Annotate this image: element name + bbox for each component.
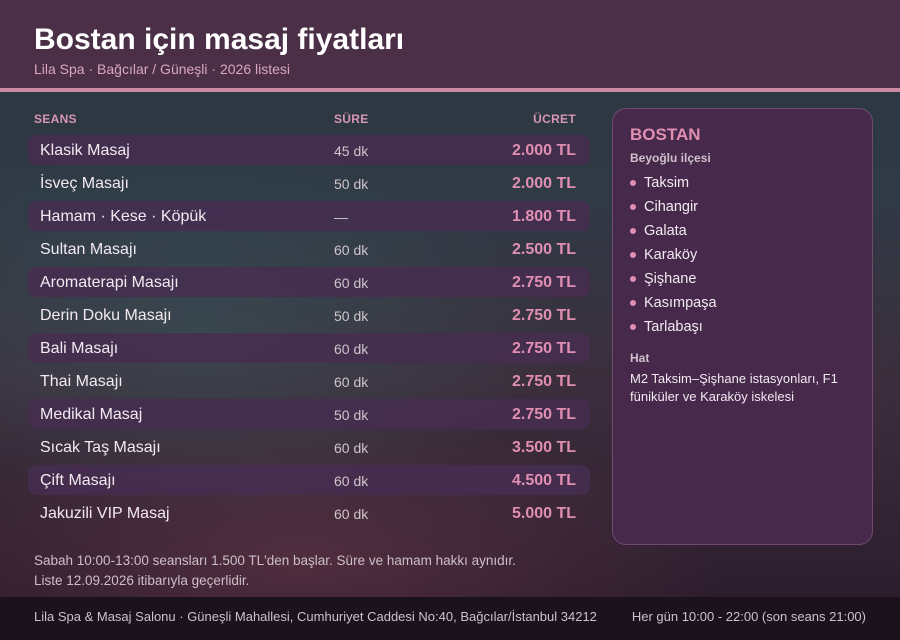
table-row: Hamam · Kese · Köpük — 1.800 TL [28, 201, 590, 231]
session-duration: 60 dk [334, 242, 369, 258]
district-title: BOSTAN [630, 125, 701, 144]
session-name: Sıcak Taş Masajı [40, 439, 161, 456]
session-name: Hamam · Kese · Köpük [40, 208, 207, 225]
session-price: 2.000 TL [511, 142, 576, 159]
page-header: Bostan için masaj fiyatları Lila Spa · B… [0, 0, 900, 92]
transit-label: Hat [630, 351, 650, 365]
session-duration: 60 dk [334, 341, 369, 357]
neighborhood-label: Cihangir [644, 199, 698, 215]
district-subtitle: Beyoğlu ilçesi [630, 151, 711, 165]
table-row: Derin Doku Masajı 50 dk 2.750 TL [28, 300, 590, 330]
session-price: 4.500 TL [511, 472, 576, 489]
table-row: Medikal Masaj 50 dk 2.750 TL [28, 399, 590, 429]
neighborhood-item: Şişhane [630, 267, 717, 291]
session-price: 2.000 TL [511, 175, 576, 192]
session-price: 3.500 TL [511, 439, 576, 456]
session-duration: 60 dk [334, 473, 369, 489]
session-duration: 50 dk [334, 176, 369, 192]
neighborhood-item: Taksim [630, 171, 717, 195]
table-body: Klasik Masaj 45 dk 2.000 TL İsveç Masajı 50 … [28, 135, 590, 528]
neighborhood-label: Şişhane [644, 271, 697, 287]
district-card: BOSTAN Beyoğlu ilçesi Taksim Cihangir Gala… [612, 108, 873, 545]
session-duration: — [334, 209, 348, 225]
session-duration: 60 dk [334, 440, 369, 456]
table-row: Aromaterapi Masajı 60 dk 2.750 TL [28, 267, 590, 297]
bullet-icon [630, 228, 636, 234]
session-duration: 50 dk [334, 407, 369, 423]
session-name: Çift Masajı [40, 472, 116, 489]
bullet-icon [630, 252, 636, 258]
bullet-icon [630, 180, 636, 186]
neighborhood-label: Kasımpaşa [644, 295, 717, 311]
session-duration: 50 dk [334, 308, 369, 324]
session-name: Klasik Masaj [40, 142, 130, 159]
footer-hours: Her gün 10:00 - 22:00 (son seans 21:00) [631, 609, 866, 624]
neighborhood-label: Taksim [644, 175, 690, 191]
table-row: Sıcak Taş Masajı 60 dk 3.500 TL [28, 432, 590, 462]
neighborhood-item: Tarlabaşı [630, 315, 717, 339]
session-price: 2.750 TL [511, 274, 576, 291]
footnote: Sabah 10:00-13:00 seansları 1.500 TL'den… [34, 551, 594, 591]
neighborhood-label: Tarlabaşı [644, 319, 703, 335]
session-price: 2.750 TL [511, 307, 576, 324]
session-name: Derin Doku Masajı [40, 307, 172, 324]
session-name: Sultan Masajı [40, 241, 137, 258]
session-price: 2.750 TL [511, 406, 576, 423]
session-name: Bali Masajı [40, 340, 119, 357]
session-price: 1.800 TL [511, 208, 576, 225]
session-price: 2.750 TL [511, 340, 576, 357]
page-title: Bostan için masaj fiyatları [34, 23, 405, 56]
neighborhood-label: Galata [644, 223, 687, 239]
table-row: Sultan Masajı 60 dk 2.500 TL [28, 234, 590, 264]
session-name: Aromaterapi Masajı [40, 274, 179, 291]
session-duration: 45 dk [334, 143, 369, 159]
table-header: SEANS SÜRE ÜCRET [28, 110, 590, 132]
table-row: Thai Masajı 60 dk 2.750 TL [28, 366, 590, 396]
column-header-duration: SÜRE [334, 112, 369, 126]
table-row: Jakuzili VIP Masaj 60 dk 5.000 TL [28, 498, 590, 528]
neighborhood-label: Karaköy [644, 247, 698, 263]
footnote-line-2: Liste 12.09.2026 itibarıyla geçerlidir. [34, 573, 250, 588]
session-duration: 60 dk [334, 275, 369, 291]
session-duration: 60 dk [334, 374, 369, 390]
neighborhood-item: Cihangir [630, 195, 717, 219]
table-row: Çift Masajı 60 dk 4.500 TL [28, 465, 590, 495]
session-price: 2.750 TL [511, 373, 576, 390]
table-row: İsveç Masajı 50 dk 2.000 TL [28, 168, 590, 198]
column-header-session: SEANS [34, 112, 77, 126]
page-subtitle: Lila Spa · Bağcılar / Güneşli · 2026 lis… [34, 61, 291, 77]
session-price: 2.500 TL [511, 241, 576, 258]
session-name: Medikal Masaj [40, 406, 143, 423]
column-header-price: ÜCRET [533, 112, 576, 126]
session-price: 5.000 TL [511, 505, 576, 522]
footer-address: Lila Spa & Masaj Salonu · Güneşli Mahall… [34, 609, 597, 624]
price-table: SEANS SÜRE ÜCRET Klasik Masaj 45 dk 2.000 … [28, 110, 590, 528]
footnote-line-1: Sabah 10:00-13:00 seansları 1.500 TL'den… [34, 553, 516, 568]
page-footer: Lila Spa & Masaj Salonu · Güneşli Mahall… [0, 597, 900, 640]
neighborhood-item: Kasımpaşa [630, 291, 717, 315]
session-name: Thai Masajı [40, 373, 123, 390]
bullet-icon [630, 300, 636, 306]
table-row: Bali Masajı 60 dk 2.750 TL [28, 333, 590, 363]
bullet-icon [630, 276, 636, 282]
neighborhood-list: Taksim Cihangir Galata Karaköy Şişhane Kasımp… [630, 171, 717, 339]
session-duration: 60 dk [334, 506, 369, 522]
bullet-icon [630, 204, 636, 210]
neighborhood-item: Karaköy [630, 243, 717, 267]
session-name: İsveç Masajı [40, 175, 129, 192]
session-name: Jakuzili VIP Masaj [40, 505, 170, 522]
transit-text: M2 Taksim–Şişhane istasyonları, F1 fünik… [630, 371, 838, 404]
bullet-icon [630, 324, 636, 330]
table-row: Klasik Masaj 45 dk 2.000 TL [28, 135, 590, 165]
neighborhood-item: Galata [630, 219, 717, 243]
